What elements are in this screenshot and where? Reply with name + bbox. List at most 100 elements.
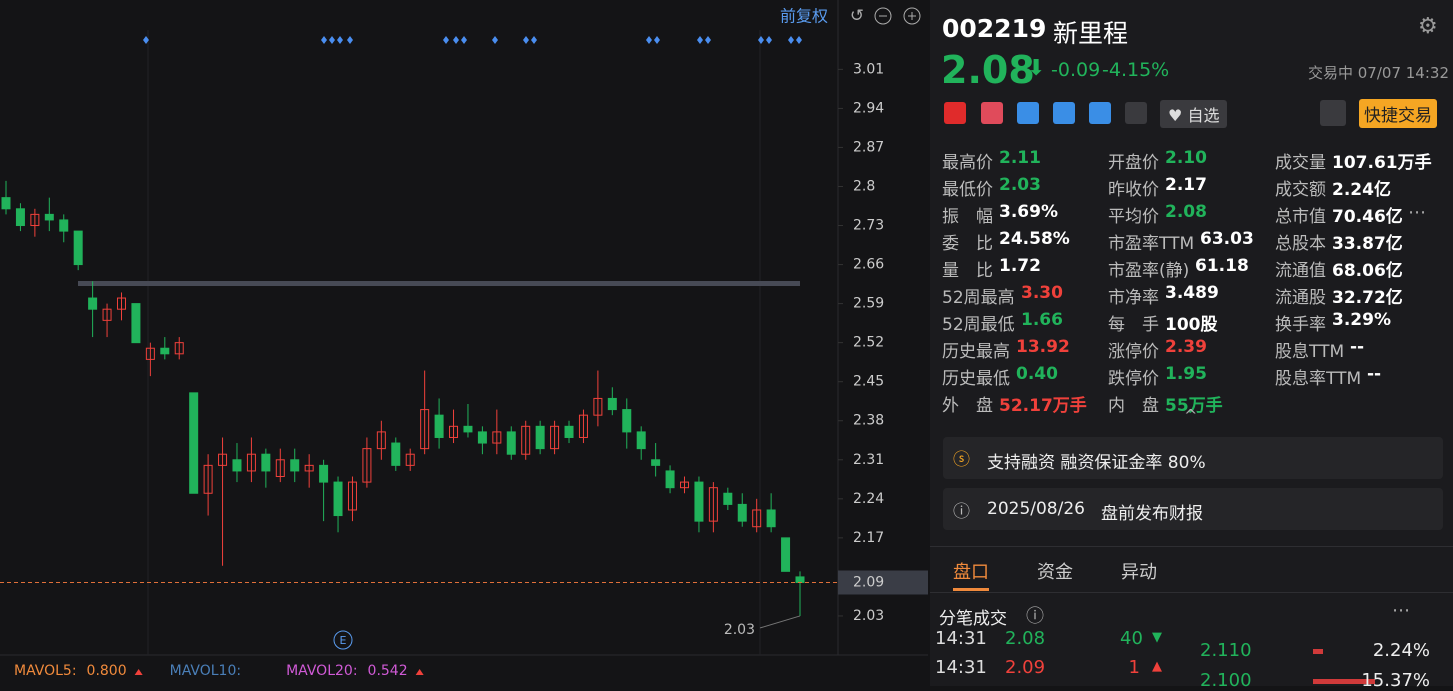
y-tick-label: 2.38 <box>853 413 884 429</box>
stat-label: 量 比 <box>942 261 993 281</box>
kline-chart: 前复权 ↺ E 3.01 2.94 2.87 2.8 2.73 2.66 2.59 2.52 2… <box>0 0 928 679</box>
stat-value: 1.72 <box>999 256 1041 276</box>
candle-body <box>131 303 141 344</box>
candle-body <box>203 464 213 494</box>
tab[interactable]: 异动 <box>1121 562 1157 583</box>
y-tick-label: 2.03 <box>853 608 884 624</box>
watch-button[interactable]: ♥ 自选 <box>1160 100 1228 128</box>
signal-diamond <box>337 36 343 44</box>
notice-date: 2025/08/26 <box>987 499 1085 519</box>
stat-label: 最低价 <box>942 180 993 200</box>
signal-diamond <box>766 36 772 44</box>
change-pct: -4.15% <box>1102 59 1170 81</box>
stat-value: 1.95 <box>1165 364 1207 384</box>
stat-label: 股息率TTM <box>1275 369 1362 389</box>
stat-label: 涨停价 <box>1108 342 1159 362</box>
alert-button[interactable] <box>1320 100 1346 126</box>
stat-value: 13.92 <box>1016 337 1070 357</box>
candle-body <box>376 431 386 450</box>
event-icon-label: E <box>340 634 347 647</box>
stat-value: 100股 <box>1165 315 1218 335</box>
zoom-in[interactable] <box>903 7 921 25</box>
tab[interactable]: 资金 <box>1037 562 1073 583</box>
candle-body <box>290 459 300 472</box>
dollar-icon[interactable] <box>1053 102 1075 124</box>
stat-label: 成交量 <box>1275 153 1326 173</box>
signal-diamond <box>347 36 353 44</box>
margin-notice[interactable]: ⓢ 支持融资 融资保证金率 80% <box>943 437 1443 479</box>
candle-body <box>766 509 776 528</box>
candle-body <box>420 409 430 450</box>
trade-arrow: ▲ <box>1152 659 1162 674</box>
signal-diamond <box>492 36 498 44</box>
tab[interactable]: 盘口 <box>953 562 989 583</box>
y-tick-label: 2.87 <box>853 139 884 155</box>
stat-label: 平均价 <box>1108 207 1159 227</box>
tag-icon[interactable] <box>1089 102 1111 124</box>
plot-bg <box>0 0 838 655</box>
trade-arrow: ▼ <box>1152 630 1162 645</box>
stat-label: 股息TTM <box>1275 342 1345 362</box>
signal-diamond <box>788 36 794 44</box>
candle-body <box>752 509 762 528</box>
level-pct: 15.37% <box>1361 670 1430 691</box>
mavol-name: MAVOL5: <box>14 663 77 679</box>
stat-label: 跌停价 <box>1108 369 1159 389</box>
stat-value: 61.18 <box>1195 256 1249 276</box>
candle-body <box>30 213 40 227</box>
signal-diamond <box>321 36 327 44</box>
collapse[interactable]: ^ <box>1184 406 1198 425</box>
candle-body <box>665 470 675 489</box>
stat-label: 总股本 <box>1275 234 1326 254</box>
flag-icon[interactable] <box>944 102 966 124</box>
candle-body <box>723 492 733 505</box>
candle-body <box>44 213 54 221</box>
event-icon[interactable] <box>333 630 353 650</box>
candle-body <box>680 481 690 489</box>
doc-icon[interactable] <box>1125 102 1147 124</box>
y-tick-label: 2.59 <box>853 296 884 312</box>
candle-body <box>304 464 314 472</box>
candle-body <box>102 308 112 321</box>
y-tick-label: 2.94 <box>853 100 884 116</box>
more-icon[interactable]: ⋯ <box>1408 202 1426 223</box>
quick-trade[interactable]: 快捷交易 <box>1359 99 1437 128</box>
candle-body <box>535 425 545 450</box>
stat-value: 2.17 <box>1165 175 1207 195</box>
info-icon[interactable]: ⓘ <box>1026 606 1044 627</box>
stat-value: 24.58% <box>999 229 1070 249</box>
stat-label: 市盈率(静) <box>1108 261 1190 281</box>
margin-icon[interactable] <box>981 102 1003 124</box>
stat-value: -- <box>1367 364 1382 384</box>
candle-body <box>492 431 502 444</box>
stat-value: 63.03 <box>1200 229 1254 249</box>
level-pct: 2.24% <box>1372 640 1430 661</box>
low-pointer <box>759 615 801 629</box>
candle-body <box>116 297 126 310</box>
mavol-arrow <box>415 669 424 675</box>
stock-name: 新里程 <box>1053 19 1129 48</box>
stat-label: 52周最低 <box>942 315 1015 335</box>
connect-icon[interactable] <box>1017 102 1039 124</box>
y-tick-label: 2.24 <box>853 491 884 507</box>
low-label: 2.03 <box>724 622 755 638</box>
candle-body <box>145 347 155 360</box>
stat-label: 成交额 <box>1275 180 1326 200</box>
notice-icon: ⓘ <box>953 502 970 522</box>
report-notice[interactable]: ⓘ 2025/08/26 盘前发布财报 <box>943 488 1443 530</box>
trade-price: 2.09 <box>1005 657 1046 678</box>
stat-value: 3.30 <box>1021 283 1063 303</box>
stock-code: 002219 <box>942 14 1047 43</box>
candle-body <box>477 431 487 444</box>
stat-value: 32.72亿 <box>1332 288 1403 308</box>
reset-icon[interactable]: ↺ <box>850 6 864 26</box>
zoom-in-bar <box>908 12 916 20</box>
more-menu[interactable]: ⋯ <box>1392 600 1410 621</box>
settings[interactable]: ⚙ <box>1418 14 1438 39</box>
trade-volume: 1 <box>1128 657 1140 678</box>
stat-label: 流通值 <box>1275 261 1326 281</box>
zoom-out[interactable] <box>874 7 892 25</box>
adjust-mode[interactable]: 前复权 <box>780 7 828 26</box>
candle-body <box>449 425 459 438</box>
stat-label: 52周最高 <box>942 288 1015 308</box>
